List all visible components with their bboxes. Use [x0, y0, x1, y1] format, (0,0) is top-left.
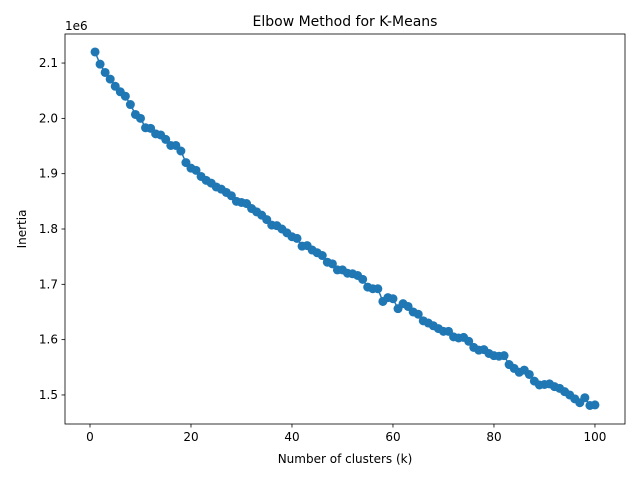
chart-title: Elbow Method for K-Means — [253, 14, 438, 30]
y-axis-label: Inertia — [15, 210, 29, 249]
data-point — [580, 393, 590, 403]
data-point — [373, 284, 383, 294]
data-point — [292, 233, 302, 243]
data-point — [388, 294, 398, 304]
data-point — [100, 67, 110, 77]
data-point — [135, 113, 145, 123]
data-point — [125, 100, 135, 110]
x-tick-label: 20 — [183, 430, 198, 444]
series-line — [94, 51, 596, 407]
y-tick-label: 1.9 — [39, 167, 58, 181]
x-tick-label: 40 — [284, 430, 299, 444]
data-point — [105, 74, 115, 84]
data-point — [191, 165, 201, 175]
data-point — [176, 146, 186, 156]
data-point — [327, 259, 337, 269]
y-tick-label: 2.1 — [39, 56, 58, 70]
y-axis-ticks: 1.5 1.6 1.7 1.8 1.9 2.0 2.1 — [39, 56, 65, 402]
x-tick-label: 80 — [486, 430, 501, 444]
data-point — [317, 251, 327, 261]
y-tick-label: 2.0 — [39, 111, 58, 125]
y-tick-label: 1.8 — [39, 222, 58, 236]
x-tick-label: 60 — [385, 430, 400, 444]
data-point — [95, 59, 105, 69]
y-tick-label: 1.5 — [39, 388, 58, 402]
y-offset-text: 1e6 — [65, 19, 88, 33]
data-point — [413, 309, 423, 319]
data-point — [499, 351, 509, 361]
y-tick-label: 1.6 — [39, 333, 58, 347]
data-point — [590, 400, 600, 410]
data-point — [358, 274, 368, 284]
plot-area — [90, 47, 600, 410]
x-axis-label: Number of clusters (k) — [278, 452, 413, 466]
data-point — [120, 91, 130, 101]
data-point — [464, 336, 474, 346]
data-point — [524, 369, 534, 379]
data-point — [161, 134, 171, 144]
x-axis-ticks: 0 20 40 60 80 100 — [86, 424, 606, 444]
x-tick-label: 0 — [86, 430, 94, 444]
axes-frame — [64, 33, 626, 425]
x-tick-label: 100 — [584, 430, 607, 444]
data-point — [90, 47, 100, 57]
y-tick-label: 1.7 — [39, 277, 58, 291]
